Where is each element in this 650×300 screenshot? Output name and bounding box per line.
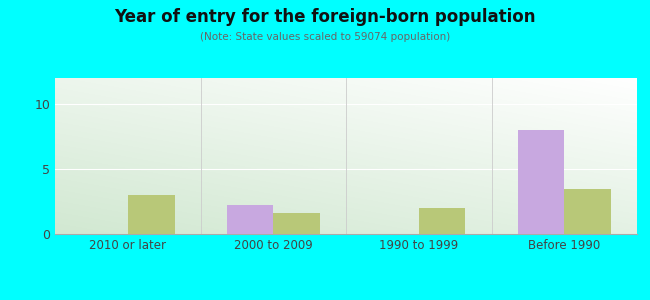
Legend: 59074, Montana: 59074, Montana — [266, 298, 426, 300]
Bar — [227, 206, 274, 234]
Bar — [419, 208, 465, 234]
Text: (Note: State values scaled to 59074 population): (Note: State values scaled to 59074 popu… — [200, 32, 450, 41]
Text: Year of entry for the foreign-born population: Year of entry for the foreign-born popul… — [114, 8, 536, 26]
Bar — [518, 130, 564, 234]
Bar — [564, 188, 611, 234]
Bar — [128, 195, 174, 234]
Bar — [274, 213, 320, 234]
